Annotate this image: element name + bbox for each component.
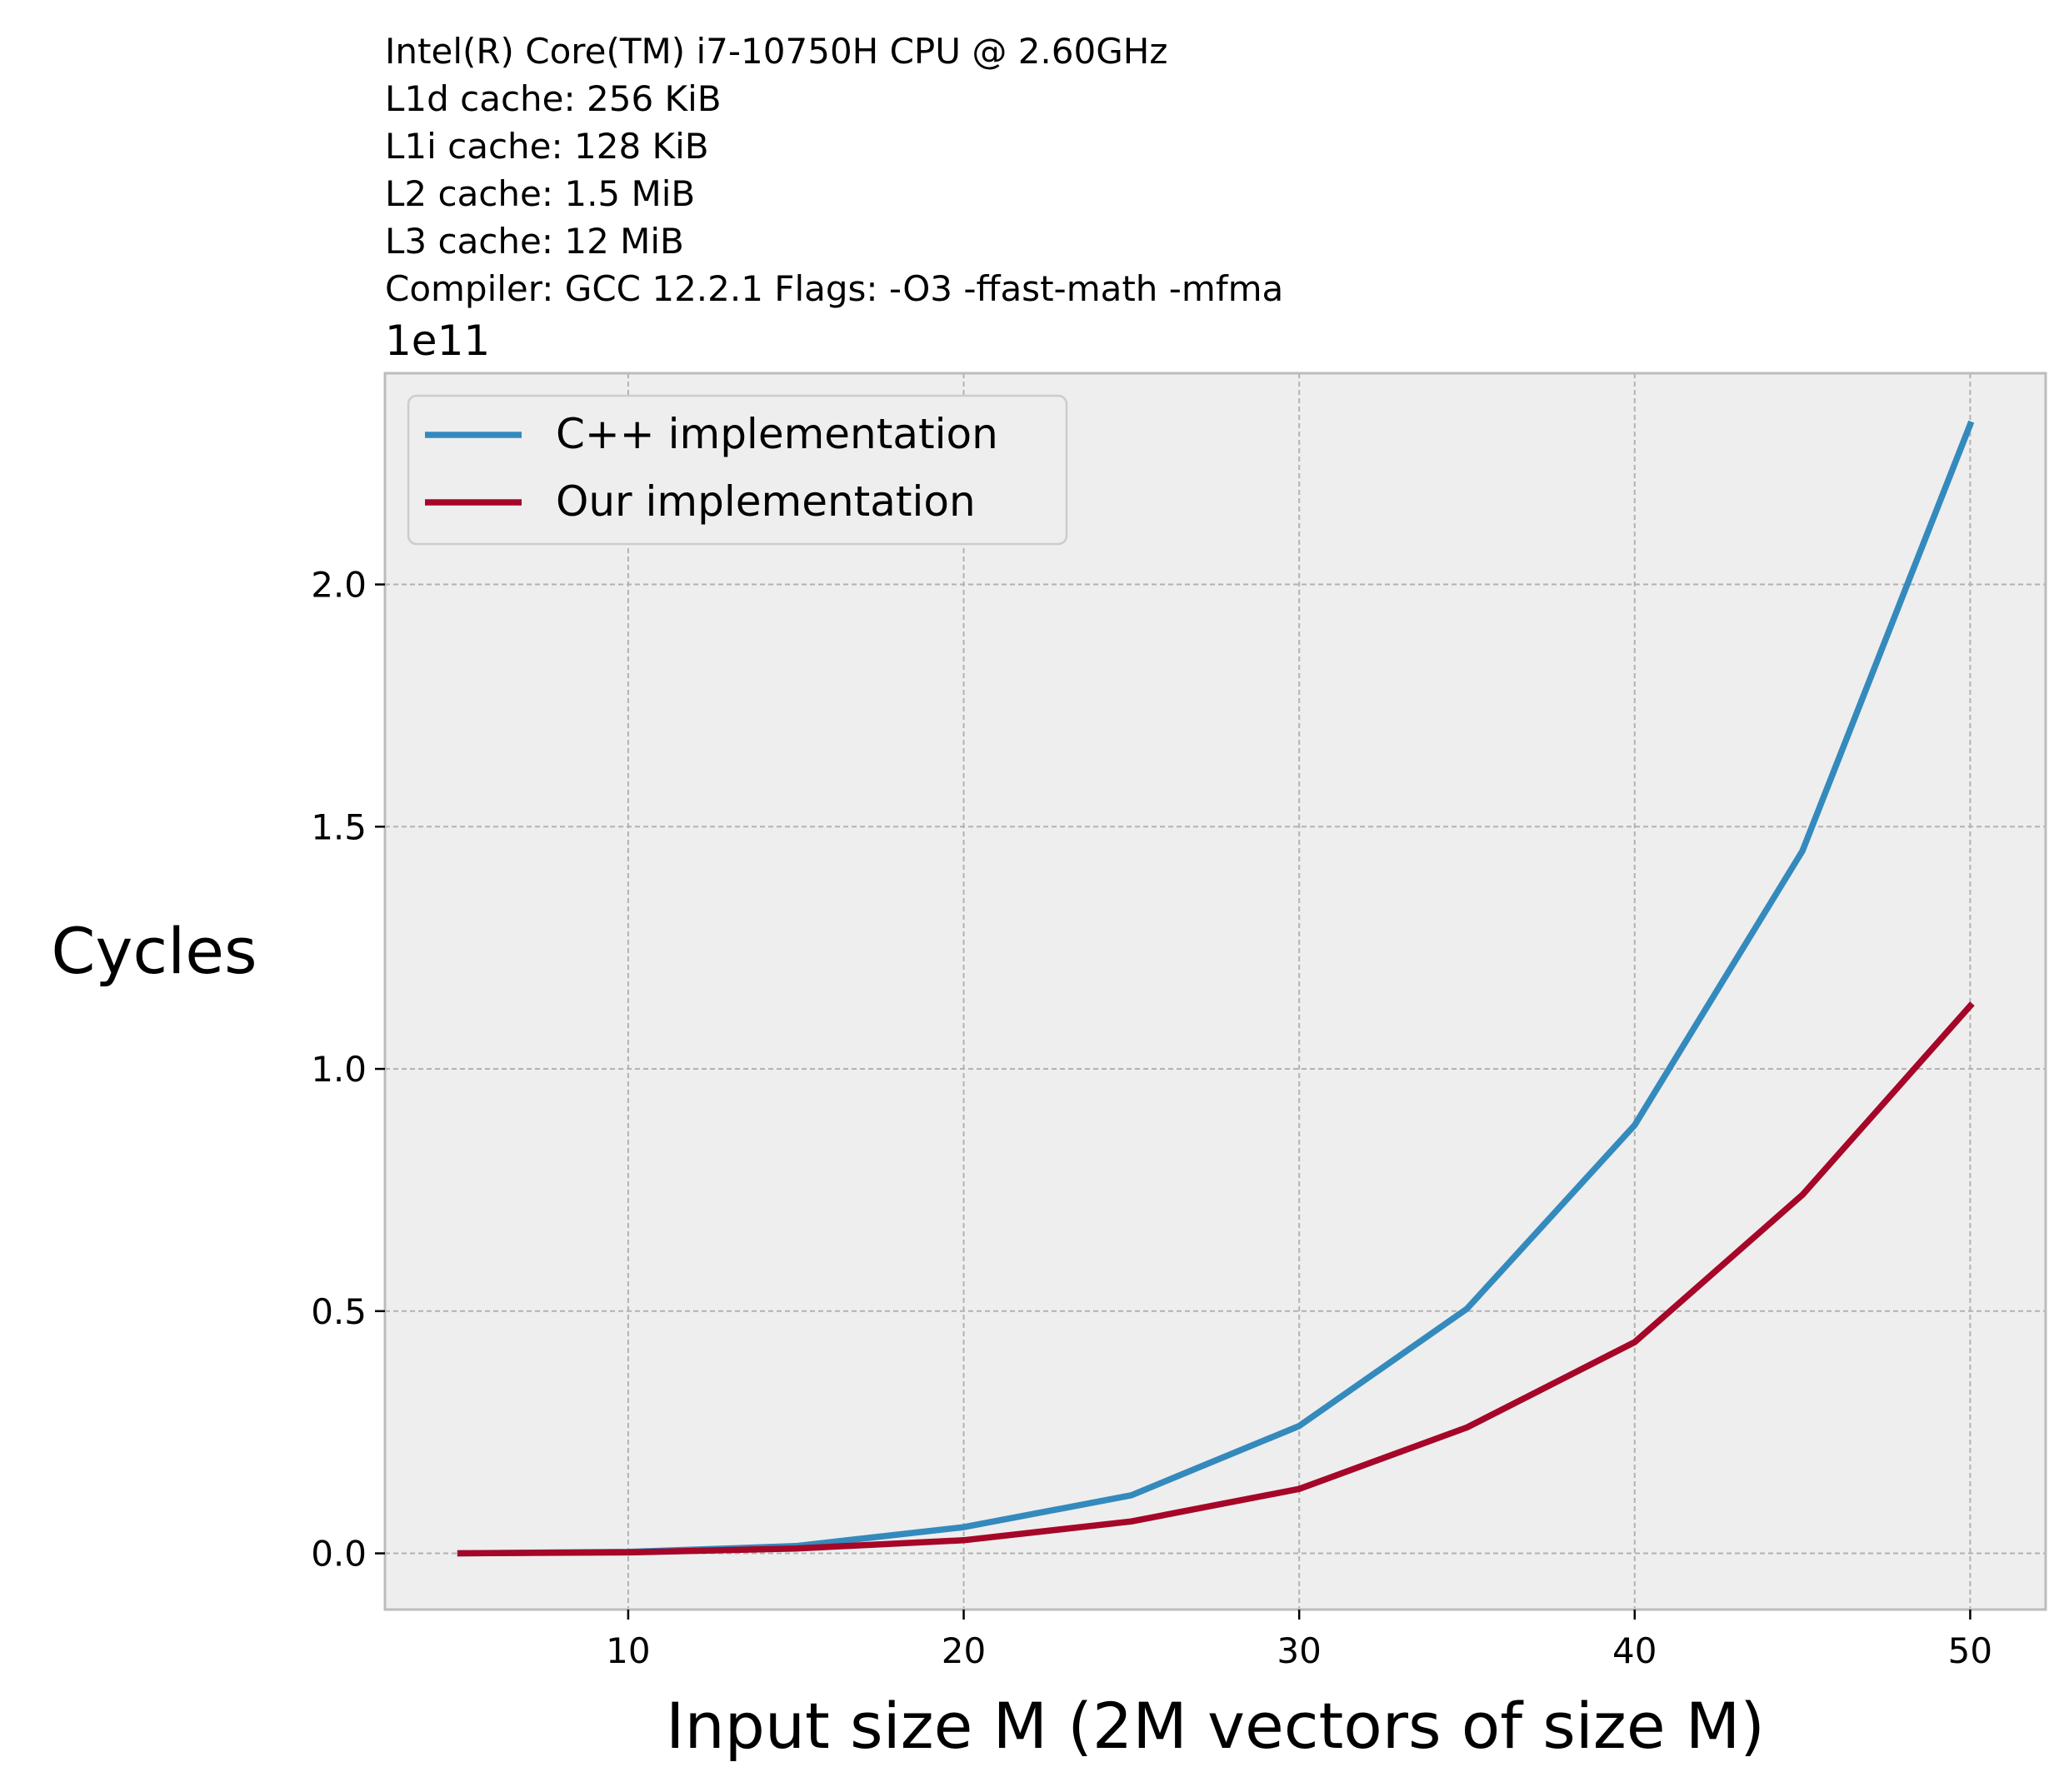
title-line-6: Compiler: GCC 12.2.1 Flags: -O3 -ffast-m… <box>385 268 1283 309</box>
plot-area <box>385 373 2046 1610</box>
legend-box <box>407 394 1068 546</box>
y-axis-offset-text: 1e11 <box>385 317 490 365</box>
title-line-1: Intel(R) Core(TM) i7-10750H CPU @ 2.60GH… <box>385 31 1167 72</box>
legend-label-1: C++ implementation <box>556 410 998 458</box>
x-axis-ticks: 10 20 30 40 50 <box>606 1610 1992 1671</box>
y-axis-label: Cycles <box>51 914 257 988</box>
series-lines <box>457 420 1975 1557</box>
y-tick-label: 0.5 <box>311 1291 367 1332</box>
y-tick-label: 2.0 <box>311 565 367 606</box>
y-tick-label: 1.5 <box>311 806 367 847</box>
x-tick-label: 20 <box>942 1630 986 1671</box>
x-tick-label: 30 <box>1277 1630 1321 1671</box>
series-line-2 <box>457 1001 1975 1557</box>
plot-frame <box>383 372 2047 1611</box>
legend: C++ implementation Our implementation <box>407 394 1068 546</box>
title-line-2: L1d cache: 256 KiB <box>385 78 722 119</box>
title-line-5: L3 cache: 12 MiB <box>385 221 684 262</box>
chart-title: Intel(R) Core(TM) i7-10750H CPU @ 2.60GH… <box>385 31 1283 309</box>
x-tick-label: 10 <box>606 1630 650 1671</box>
title-line-3: L1i cache: 128 KiB <box>385 126 709 167</box>
grid-lines <box>385 373 2046 1610</box>
x-tick-label: 50 <box>1948 1630 1992 1671</box>
y-tick-label: 0.0 <box>311 1534 367 1575</box>
y-tick-label: 1.0 <box>311 1049 367 1090</box>
title-line-4: L2 cache: 1.5 MiB <box>385 173 695 214</box>
y-axis-ticks: 0.0 0.5 1.0 1.5 2.0 <box>311 565 385 1575</box>
x-axis-label: Input size M (2M vectors of size M) <box>666 1689 1765 1763</box>
legend-label-2: Our implementation <box>556 477 976 526</box>
x-tick-label: 40 <box>1612 1630 1657 1671</box>
